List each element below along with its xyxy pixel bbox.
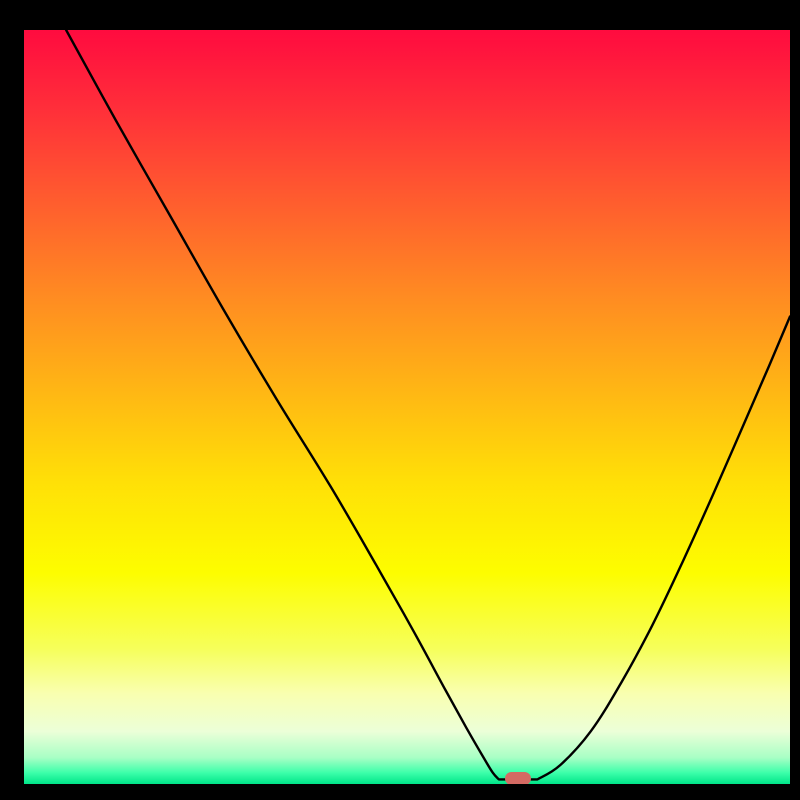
frame-border-bottom: [0, 784, 800, 800]
bottleneck-curve: [24, 30, 790, 784]
chart-container: TheBottleneck.com: [0, 0, 800, 800]
plot-area: [24, 30, 790, 784]
optimum-marker: [505, 772, 532, 784]
curve-path: [66, 30, 790, 779]
frame-border-left: [0, 0, 24, 800]
frame-border-right: [790, 0, 800, 800]
frame-border-top: [0, 0, 800, 30]
